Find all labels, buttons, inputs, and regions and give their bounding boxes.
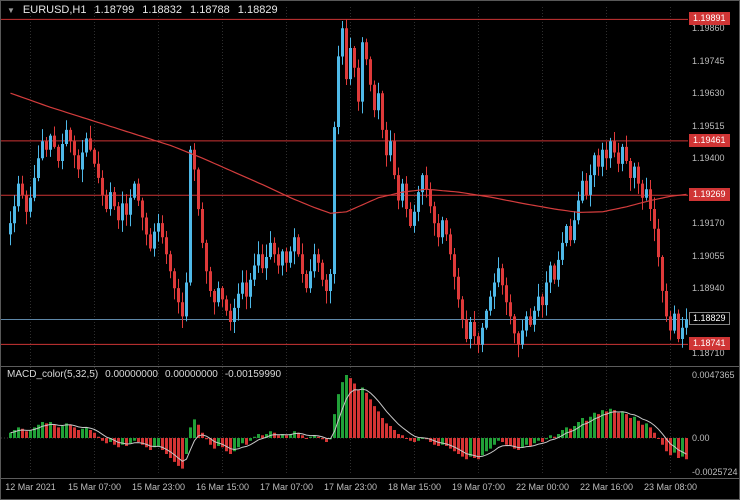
macd-axis-label: 0.00 <box>692 433 710 443</box>
price-level-badge: 1.19891 <box>689 12 730 26</box>
price-axis-label: 1.19515 <box>692 120 725 131</box>
chart-dropdown-icon[interactable]: ▼ <box>7 5 15 15</box>
macd-value-2: 0.00000000 <box>165 369 218 380</box>
macd-axis-label: -0.0025724 <box>692 467 738 478</box>
macd-histogram-up <box>9 375 684 457</box>
panel-separator[interactable] <box>1 366 739 367</box>
chart-header: ▼ EURUSD,H1 1.18799 1.18832 1.18788 1.18… <box>7 4 278 16</box>
current-price-badge: 1.18829 <box>689 312 730 326</box>
macd-signal-line <box>10 388 687 462</box>
macd-value-1: 0.00000000 <box>105 369 158 380</box>
time-axis-label: 22 Mar 16:00 <box>579 482 634 492</box>
time-axis-label: 17 Mar 23:00 <box>323 482 378 492</box>
ohlc-low-value: 1.18788 <box>190 4 230 16</box>
macd-value-3: -0.00159990 <box>224 369 282 380</box>
macd-indicator-header: MACD_color(5,32,5) 0.00000000 0.00000000… <box>7 369 281 380</box>
price-level-badge: 1.19269 <box>689 188 730 202</box>
price-axis-label: 1.19170 <box>692 218 725 229</box>
ohlc-close-value: 1.18829 <box>237 4 278 16</box>
time-axis-separator[interactable] <box>1 478 739 479</box>
macd-indicator-label: MACD_color(5,32,5) <box>7 369 99 380</box>
time-axis-label: 19 Mar 07:00 <box>451 482 506 492</box>
price-axis-label: 1.18940 <box>692 283 725 294</box>
price-axis-label: 1.19055 <box>692 250 725 261</box>
time-axis-label: 15 Mar 23:00 <box>131 482 186 492</box>
moving-average-line <box>10 92 687 214</box>
price-axis-label: 1.18710 <box>692 348 725 359</box>
price-level-badge: 1.19461 <box>689 133 730 147</box>
time-axis-label: 22 Mar 00:00 <box>515 482 570 492</box>
time-axis-label: 17 Mar 07:00 <box>259 482 314 492</box>
price-axis-label: 1.19860 <box>692 23 725 34</box>
price-axis-label: 1.19400 <box>692 153 725 164</box>
time-axis-label: 12 Mar 2021 <box>5 482 56 492</box>
ohlc-high-value: 1.18832 <box>142 4 183 16</box>
macd-histogram-down <box>21 378 688 469</box>
price-level-badge: 1.18741 <box>689 337 730 351</box>
macd-axis-label: 0.0047365 <box>692 370 735 380</box>
price-axis-label: 1.19630 <box>692 88 725 99</box>
time-axis-label: 15 Mar 07:00 <box>67 482 122 492</box>
time-axis-label: 18 Mar 15:00 <box>387 482 442 492</box>
price-axis-label: 1.19745 <box>692 55 725 66</box>
time-axis-label: 23 Mar 08:00 <box>643 482 698 492</box>
symbol-timeframe-label: EURUSD,H1 <box>22 4 87 16</box>
time-axis-label: 16 Mar 15:00 <box>195 482 250 492</box>
ohlc-open-value: 1.18799 <box>94 4 135 16</box>
